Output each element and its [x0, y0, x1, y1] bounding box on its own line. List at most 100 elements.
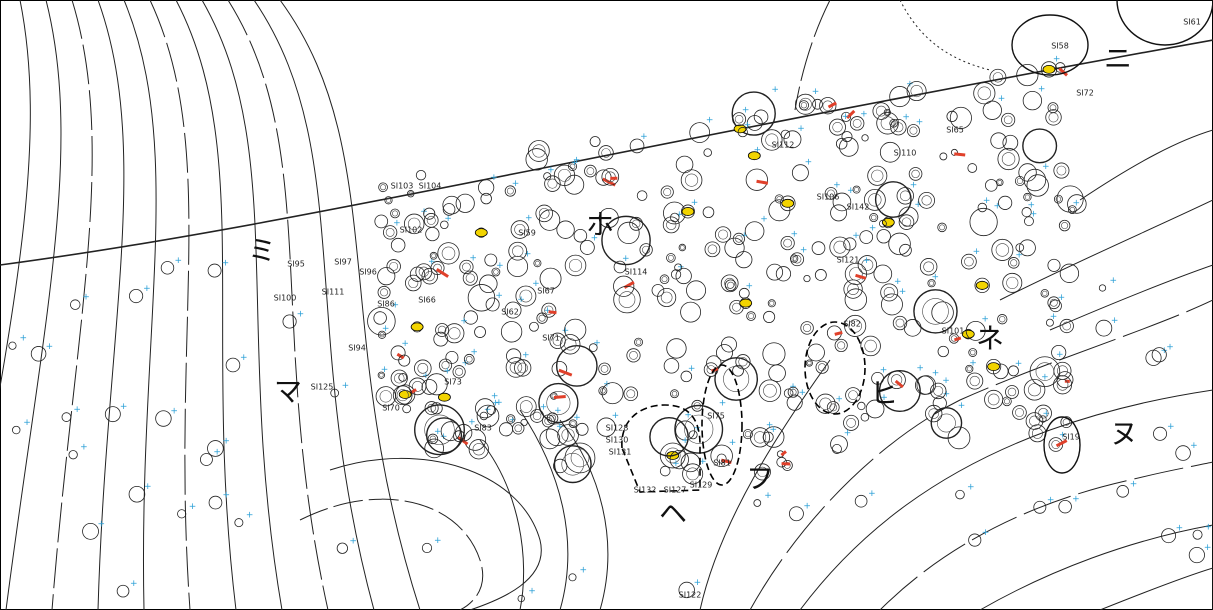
survey-mark: +: [525, 214, 533, 224]
pit-inner: [408, 191, 413, 197]
survey-mark: +: [863, 256, 871, 266]
survey-mark: +: [1072, 495, 1080, 505]
survey-mark: +: [603, 380, 611, 390]
yellow-mark: [747, 151, 761, 161]
pit-inner: [707, 244, 718, 255]
feature-label: SI70: [382, 404, 400, 413]
survey-mark: +: [969, 358, 977, 368]
pit-inner: [424, 271, 435, 282]
pit: [1008, 365, 1019, 377]
contour: [1049, 264, 1213, 331]
pit: [788, 506, 804, 522]
pit: [584, 164, 597, 178]
pit: [680, 370, 693, 383]
pit: [613, 260, 627, 274]
pit-inner: [441, 246, 456, 261]
pit-inner: [379, 332, 385, 338]
pit: [634, 337, 643, 347]
pit: [392, 385, 413, 406]
pit: [601, 168, 620, 186]
pit: [544, 175, 561, 192]
pit: [467, 284, 496, 312]
pit: [732, 232, 745, 245]
survey-mark: +: [144, 482, 152, 492]
burnt-soil: [834, 330, 843, 336]
survey-mark: +: [98, 519, 106, 529]
pit: [876, 111, 899, 135]
survey-mark: +: [556, 422, 564, 432]
survey-mark: +: [880, 393, 888, 403]
pit-inner: [732, 302, 741, 312]
contour: [479, 439, 525, 610]
pit-inner: [544, 305, 554, 315]
survey-mark: +: [868, 489, 876, 499]
pit: [504, 185, 516, 197]
pit-inner: [635, 339, 642, 345]
pit: [674, 263, 683, 272]
contour: [97, 0, 125, 610]
pit: [783, 130, 802, 149]
survey-mark: +: [246, 511, 254, 521]
pit: [890, 118, 907, 136]
pit: [715, 344, 734, 362]
pit: [869, 213, 879, 223]
pit: [973, 82, 996, 105]
pit: [1053, 162, 1070, 179]
survey-mark: +: [681, 436, 689, 446]
pit-inner: [800, 102, 808, 109]
survey-mark: +: [719, 398, 727, 408]
yellow-mark: [975, 280, 989, 290]
dwelling: [1043, 416, 1081, 474]
survey-mark: +: [1015, 359, 1023, 369]
pit-inner: [671, 390, 678, 397]
pit: [997, 314, 1008, 325]
survey-mark: +: [688, 364, 696, 374]
survey-mark: +: [847, 186, 855, 196]
pit: [1023, 378, 1046, 401]
survey-mark: +: [693, 424, 701, 434]
pit: [557, 424, 579, 446]
yellow-mark: [987, 362, 1000, 372]
pit-inner: [441, 361, 450, 370]
pit: [879, 141, 901, 163]
pit: [857, 401, 866, 411]
survey-mark: +: [73, 405, 81, 415]
pit: [702, 206, 715, 219]
survey-mark: +: [981, 314, 989, 324]
pit: [829, 236, 851, 258]
pit: [714, 357, 759, 401]
zone-label: ニ: [1104, 42, 1132, 75]
pit-inner: [455, 367, 464, 376]
enclosure: [621, 404, 701, 493]
survey-mark: +: [766, 421, 774, 431]
pit: [906, 124, 920, 138]
pit-inner: [544, 417, 553, 425]
burnt-soil: [602, 177, 616, 187]
pit: [678, 581, 695, 599]
survey-mark: +: [469, 253, 477, 263]
survey-mark: +: [391, 300, 399, 310]
pit-inner: [727, 281, 735, 289]
pit-inner: [789, 388, 797, 396]
pit-inner: [718, 229, 729, 240]
enclosure: [804, 321, 866, 415]
survey-mark: +: [547, 166, 555, 176]
pit: [982, 100, 1002, 120]
survey-mark: +: [23, 418, 31, 428]
contour: [1099, 567, 1213, 610]
pit: [863, 188, 886, 211]
zone-label: ネ: [976, 322, 1004, 355]
pit: [564, 442, 596, 474]
pit-inner: [408, 217, 421, 231]
pit-inner: [465, 273, 475, 283]
pit: [790, 254, 799, 263]
pit: [404, 274, 422, 292]
pit: [568, 573, 577, 582]
pit: [889, 86, 911, 108]
survey-mark: +: [769, 425, 777, 435]
pit: [70, 299, 81, 310]
pit: [1188, 546, 1205, 564]
pit: [377, 330, 387, 339]
pit-inner: [1031, 427, 1043, 439]
survey-mark: +: [401, 339, 409, 349]
